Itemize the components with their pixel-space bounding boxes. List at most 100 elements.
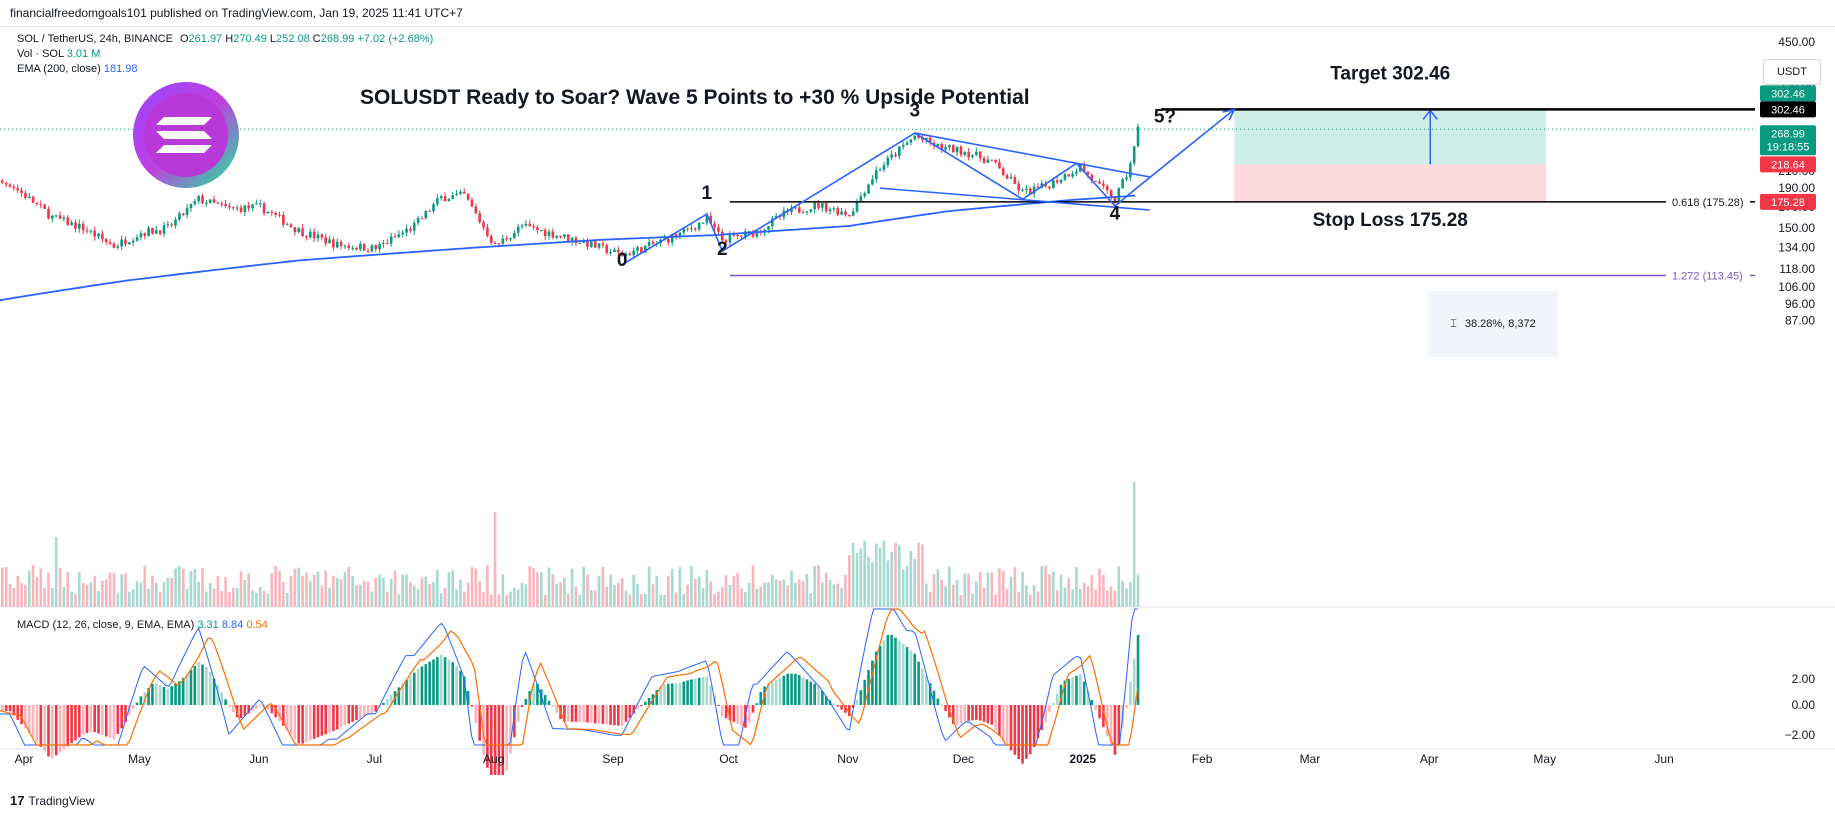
macd-hist-bar [309, 705, 312, 741]
macd-hist-bar [1021, 705, 1024, 764]
candle [197, 196, 200, 202]
macd-hist-bar [51, 705, 54, 759]
volume-bar [39, 568, 43, 607]
currency-button[interactable]: USDT [1763, 59, 1821, 85]
macd-hist-bar [1136, 635, 1140, 705]
volume-bar [289, 575, 293, 607]
volume-bar [794, 582, 797, 607]
volume-bar [905, 565, 909, 607]
macd-hist-bar [1129, 681, 1132, 705]
volume-bar [782, 579, 786, 607]
volume-bar [197, 581, 200, 607]
candle [824, 203, 828, 212]
macd-hist-bar [181, 677, 185, 705]
candle [878, 169, 882, 171]
candle [1136, 126, 1140, 147]
footer-brand[interactable]: TradingView [28, 793, 95, 808]
price-badge-value: 302.46 [1771, 104, 1805, 116]
candle [424, 210, 428, 219]
volume-bar [713, 593, 716, 607]
macd-hist-bar [74, 705, 77, 741]
volume-bar [451, 570, 455, 607]
volume-bar [886, 560, 890, 607]
macd-hist-bar [566, 705, 570, 722]
candle [520, 225, 524, 227]
candle [362, 243, 366, 251]
chart-frame[interactable]: Target 302.46 Stop Loss 175.28 0.618 (175.… [0, 26, 1835, 791]
volume-bar [697, 576, 701, 607]
macd-hist-bar [686, 680, 689, 705]
candle [586, 241, 589, 247]
chart-canvas[interactable]: Target 302.46 Stop Loss 175.28 0.618 (175.… [0, 27, 1835, 791]
volume-bar [601, 566, 605, 607]
volume-bar [720, 587, 724, 607]
candle [412, 222, 416, 231]
volume-bar [324, 570, 327, 607]
candle [894, 154, 897, 157]
ema-label[interactable]: EMA (200, close) [17, 63, 101, 75]
volume-bar [1005, 589, 1009, 607]
candle [416, 218, 420, 223]
symbol-name[interactable]: SOL / TetherUS, 24h, BINANCE [17, 33, 173, 45]
ohlc-open: 261.97 [188, 33, 223, 45]
volume-bar [790, 570, 793, 607]
volume-bar [1082, 582, 1086, 607]
tradingview-logo-icon[interactable]: 17 [10, 793, 25, 808]
volume-bar [235, 587, 239, 607]
macd-hist-bar [532, 683, 535, 705]
x-tick-label: Mar [1300, 752, 1321, 766]
volume-bar [1, 567, 4, 607]
macd-hist-bar [1079, 674, 1082, 705]
macd-hist-bar [282, 705, 285, 726]
candle [459, 191, 462, 194]
volume-bar [147, 588, 150, 607]
macd-hist-bar [609, 705, 612, 725]
candle [509, 238, 512, 240]
candle [859, 196, 863, 202]
macd-hist-bar [821, 691, 824, 705]
volume-bar [1067, 578, 1071, 607]
macd-hist-bar [85, 705, 89, 734]
macd-hist-bar [112, 705, 116, 740]
macd-hist-bar [401, 683, 404, 705]
x-tick-label: Jun [1654, 752, 1673, 766]
volume-bar [466, 582, 470, 607]
macd-hist-bar [809, 681, 813, 705]
macd-hist-bar [405, 679, 408, 705]
volume-bar [228, 591, 231, 607]
macd-hist-bar [813, 683, 816, 705]
volume-bar [185, 588, 189, 607]
macd-hist-bar [805, 679, 809, 705]
candle [466, 193, 470, 200]
candle [643, 245, 647, 253]
macd-hist-bar [801, 677, 805, 705]
volume-bar [817, 565, 820, 607]
volume-label[interactable]: Vol · SOL [17, 48, 64, 60]
macd-hist-bar [397, 687, 401, 705]
candle [501, 238, 505, 244]
candle [101, 233, 104, 239]
candle [193, 201, 197, 204]
macd-hist-bar [31, 705, 35, 738]
x-tick-label: Sep [602, 752, 624, 766]
macd-hist-bar [451, 662, 455, 705]
macd-hist-bar [951, 705, 955, 724]
candle [108, 242, 112, 244]
candle [24, 192, 27, 199]
macd-hist-bar [817, 685, 820, 705]
macd-label[interactable]: MACD (12, 26, close, 9, EMA, EMA) [17, 619, 195, 631]
candle [1121, 179, 1124, 189]
candle [1113, 197, 1117, 201]
volume-bar [193, 568, 197, 607]
position-measure-box[interactable]: ⌶ 38.28%, 8,372 [1428, 291, 1558, 357]
volume-bar [355, 584, 358, 607]
macd-hist-bar [70, 705, 73, 744]
macd-hist-bar [20, 705, 23, 725]
x-tick-label: Apr [1420, 752, 1439, 766]
candle [740, 235, 743, 237]
price-badge-stop [1760, 193, 1816, 210]
macd-hist-bar [224, 699, 227, 705]
candle [551, 231, 555, 238]
macd-hist-bar [736, 705, 739, 724]
macd-hist-bar [216, 685, 220, 705]
